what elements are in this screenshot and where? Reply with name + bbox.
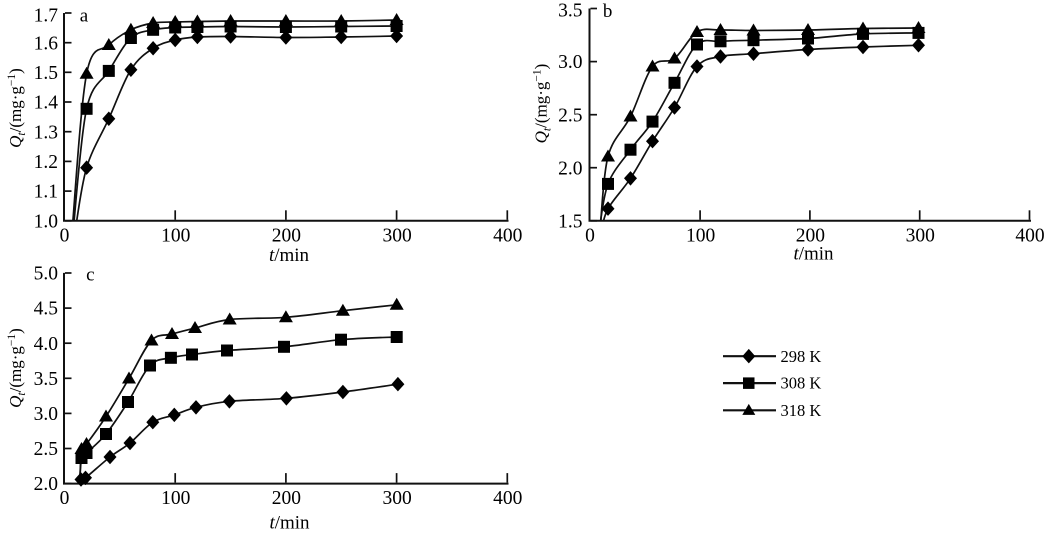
svg-text:1.5: 1.5 xyxy=(558,211,582,232)
svg-text:3.0: 3.0 xyxy=(558,52,582,73)
svg-text:1.3: 1.3 xyxy=(34,122,58,143)
svg-text:5.0: 5.0 xyxy=(34,264,58,285)
svg-text:0: 0 xyxy=(60,226,70,247)
svg-text:200: 200 xyxy=(272,488,301,509)
svg-text:300: 300 xyxy=(906,226,935,247)
svg-text:0: 0 xyxy=(585,226,595,247)
svg-text:308 K: 308 K xyxy=(781,374,822,393)
svg-text:400: 400 xyxy=(1015,226,1044,247)
svg-text:t/min: t/min xyxy=(793,244,834,265)
svg-text:2.5: 2.5 xyxy=(34,439,58,460)
svg-text:1.0: 1.0 xyxy=(34,211,58,232)
svg-text:1.4: 1.4 xyxy=(34,93,59,114)
svg-text:1.6: 1.6 xyxy=(34,33,59,54)
svg-text:t/min: t/min xyxy=(269,245,310,266)
svg-text:3.0: 3.0 xyxy=(34,404,58,425)
svg-text:100: 100 xyxy=(161,226,190,247)
svg-text:1.5: 1.5 xyxy=(34,63,58,84)
svg-text:300: 300 xyxy=(382,488,411,509)
svg-text:2.0: 2.0 xyxy=(558,158,582,179)
svg-text:4.0: 4.0 xyxy=(34,334,58,355)
svg-text:400: 400 xyxy=(493,226,522,247)
svg-text:3.5: 3.5 xyxy=(34,369,58,390)
svg-text:1.7: 1.7 xyxy=(34,5,59,26)
svg-text:100: 100 xyxy=(161,488,190,509)
svg-text:200: 200 xyxy=(796,226,825,247)
svg-text:b: b xyxy=(603,1,613,22)
svg-text:298 K: 298 K xyxy=(781,347,822,366)
svg-text:300: 300 xyxy=(382,226,411,247)
svg-text:3.5: 3.5 xyxy=(558,0,582,21)
svg-text:200: 200 xyxy=(272,226,301,247)
svg-text:0: 0 xyxy=(60,488,70,509)
svg-text:1.1: 1.1 xyxy=(34,182,58,203)
svg-text:2.0: 2.0 xyxy=(34,474,58,495)
svg-text:400: 400 xyxy=(493,488,522,509)
svg-text:4.5: 4.5 xyxy=(34,299,58,320)
svg-text:Qt/(mg·g−1): Qt/(mg·g−1) xyxy=(6,68,28,148)
svg-text:Qt/(mg·g−1): Qt/(mg·g−1) xyxy=(6,328,28,408)
svg-text:t/min: t/min xyxy=(269,513,310,534)
svg-text:a: a xyxy=(80,6,89,27)
svg-text:1.2: 1.2 xyxy=(34,152,58,173)
svg-text:318 K: 318 K xyxy=(781,401,822,420)
svg-text:Qt/(mg·g−1): Qt/(mg·g−1) xyxy=(532,64,554,144)
svg-text:2.5: 2.5 xyxy=(558,105,582,126)
svg-text:c: c xyxy=(86,265,94,286)
svg-text:100: 100 xyxy=(686,226,715,247)
